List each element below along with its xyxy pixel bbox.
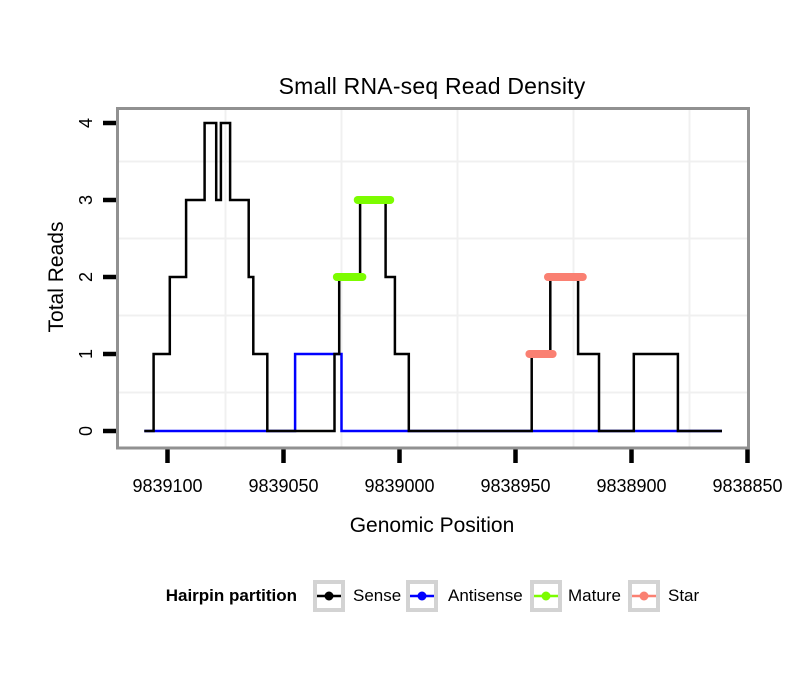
x-tick-label: 9839000 [364,476,434,496]
legend-label-antisense: Antisense [448,586,523,605]
legend-label-mature: Mature [568,586,621,605]
x-tick-label: 9839050 [248,476,318,496]
mature-line-symbol-icon [534,591,558,601]
series-sense-line [144,121,722,433]
sense-line-symbol-icon [317,591,341,601]
x-tick-label: 9838850 [712,476,782,496]
x-tick-label: 9838900 [596,476,666,496]
antisense-line-symbol-icon [410,591,434,601]
legend-key-star [628,580,660,612]
x-tick-label: 9838950 [480,476,550,496]
legend-label-star: Star [668,586,700,605]
legend-key-antisense [406,580,438,612]
legend-title: Hairpin partition [165,586,297,605]
legend-label-sense: Sense [353,586,402,605]
y-tick-label: 2 [76,272,96,282]
y-tick-label: 4 [76,118,96,128]
chart-title: Small RNA-seq Read Density [278,73,586,99]
plot-border [116,107,750,450]
x-tick-label: 9839100 [132,476,202,496]
legend-key-mature [530,580,562,612]
y-tick-label: 3 [76,195,96,205]
star-line-symbol-icon [632,591,656,601]
x-axis-title: Genomic Position [349,514,515,537]
legend-key-sense [313,580,345,612]
y-tick-label: 1 [76,349,96,359]
y-tick-label: 0 [76,426,96,436]
